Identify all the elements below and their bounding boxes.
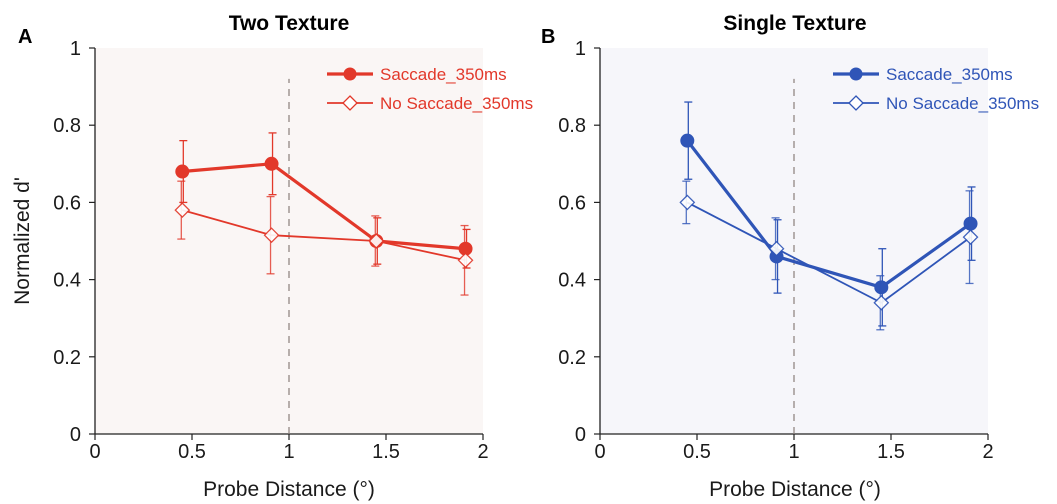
- no-saccade-point: [679, 194, 696, 211]
- legend-label-b-no-saccade: No Saccade_350ms: [886, 94, 1039, 113]
- plot-area-b: [600, 48, 988, 434]
- no-saccade-point: [368, 233, 385, 249]
- x-tick-label: 2: [982, 441, 993, 463]
- no-saccade-point: [873, 294, 890, 311]
- legend-marker-no-saccade: [848, 95, 864, 111]
- y-tick-label: 0.6: [558, 192, 586, 214]
- panel-letter-b: B: [541, 26, 555, 48]
- chart-title-a: Two Texture: [229, 12, 350, 35]
- data-marks-a: [174, 78, 474, 434]
- no-saccade-point: [768, 240, 785, 257]
- y-tick-label: 0: [70, 424, 81, 446]
- y-tick-label: 1: [70, 38, 81, 60]
- chart-title-b: Single Texture: [723, 12, 866, 35]
- saccade-point: [175, 164, 190, 179]
- x-axis-label-b: Probe Distance (°): [709, 478, 881, 501]
- no-saccade-point: [962, 229, 979, 246]
- y-tick-label: 0: [575, 424, 586, 446]
- saccade-point: [680, 133, 695, 148]
- no-saccade-line: [686, 201, 972, 304]
- legend-marker-no-saccade: [342, 95, 358, 111]
- x-tick-label: 0.5: [178, 441, 206, 463]
- y-tick-label: 0.8: [558, 115, 586, 137]
- x-axis-label-a: Probe Distance (°): [203, 478, 375, 501]
- x-tick-label: 0: [89, 441, 100, 463]
- saccade-point: [963, 216, 978, 231]
- no-saccade-point: [174, 202, 191, 219]
- saccade-line: [686, 139, 972, 289]
- x-tick-label: 1.5: [372, 441, 400, 463]
- plot-area-a: [95, 48, 483, 434]
- x-tick-label: 1: [283, 441, 294, 463]
- panel-b-single-texture: B Single Texture Probe Distance (°) 0 0.5…: [541, 12, 1039, 501]
- y-tick-label: 0.2: [558, 347, 586, 369]
- y-tick-label: 0.8: [53, 115, 81, 137]
- x-tick-label: 0.5: [683, 441, 711, 463]
- x-tick-label: 1.5: [877, 441, 905, 463]
- y-tick-label: 0.6: [53, 192, 81, 214]
- legend-marker-saccade: [849, 67, 863, 81]
- x-tick-label: 1: [788, 441, 799, 463]
- y-tick-label: 1: [575, 38, 586, 60]
- y-tick-label: 0.4: [53, 270, 81, 292]
- no-saccade-line: [182, 209, 466, 262]
- saccade-point: [874, 280, 889, 295]
- x-tick-label: 2: [477, 441, 488, 463]
- x-tick-label: 0: [594, 441, 605, 463]
- legend-label-b-saccade: Saccade_350ms: [886, 65, 1013, 84]
- y-tick-label: 0.4: [558, 270, 586, 292]
- no-saccade-point: [457, 252, 474, 269]
- axis-ticks-a: 0 0.5 1 1.5 2 0 0.2 0.4 0.6 0.8 1: [53, 38, 488, 463]
- panel-a-two-texture: A Two Texture Probe Distance (°) Normali…: [11, 12, 533, 501]
- data-marks-b: [679, 78, 979, 434]
- saccade-point: [264, 156, 279, 171]
- y-tick-label: 0.2: [53, 347, 81, 369]
- y-axis-label-a: Normalized d': [11, 177, 34, 305]
- saccade-line: [182, 162, 466, 251]
- no-saccade-point: [263, 227, 280, 244]
- legend-marker-saccade: [343, 67, 357, 81]
- legend-a: Saccade_350ms No Saccade_350ms: [327, 65, 533, 113]
- panel-letter-a: A: [18, 26, 32, 48]
- legend-b: Saccade_350ms No Saccade_350ms: [833, 65, 1039, 113]
- legend-label-a-saccade: Saccade_350ms: [380, 65, 507, 84]
- legend-label-a-no-saccade: No Saccade_350ms: [380, 94, 533, 113]
